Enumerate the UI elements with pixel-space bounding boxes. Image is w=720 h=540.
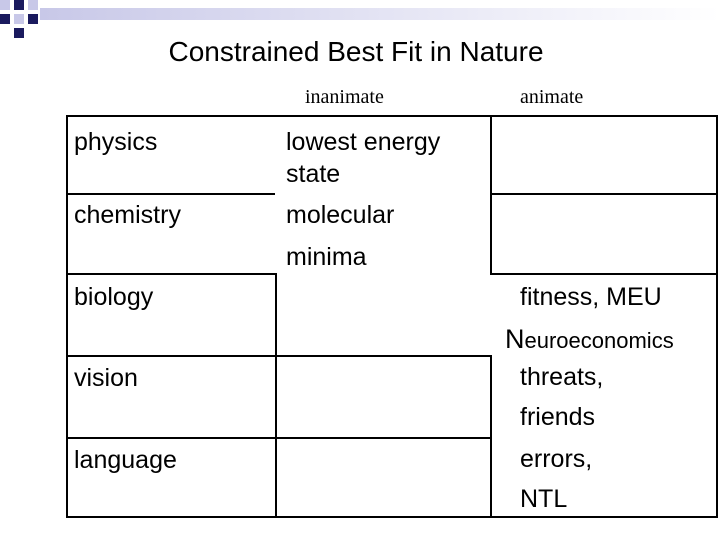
cell-note: Neuroeconomics <box>505 324 674 354</box>
border <box>66 193 275 195</box>
decoration <box>0 0 720 38</box>
cell: errors, NTL <box>520 445 593 513</box>
row-label: vision <box>74 364 138 392</box>
row-label: language <box>74 446 177 474</box>
cell: lowest energy state <box>286 128 441 188</box>
border <box>66 437 490 439</box>
border <box>66 273 275 275</box>
border <box>66 115 68 518</box>
row-label: biology <box>74 283 154 311</box>
border <box>66 355 490 357</box>
cell: fitness, MEU <box>520 283 662 311</box>
border <box>275 273 277 518</box>
row-label: chemistry <box>74 201 181 229</box>
cell: molecular minima <box>286 201 395 271</box>
border <box>66 115 718 117</box>
border <box>66 516 718 518</box>
column-header: animate <box>520 86 584 108</box>
cell: threats, friends <box>520 363 604 431</box>
border <box>490 273 718 275</box>
column-header: inanimate <box>305 86 384 108</box>
border <box>716 115 718 518</box>
border <box>490 355 492 518</box>
slide-title: Constrained Best Fit in Nature <box>168 36 544 67</box>
row-label: physics <box>74 128 158 156</box>
border <box>490 193 718 195</box>
